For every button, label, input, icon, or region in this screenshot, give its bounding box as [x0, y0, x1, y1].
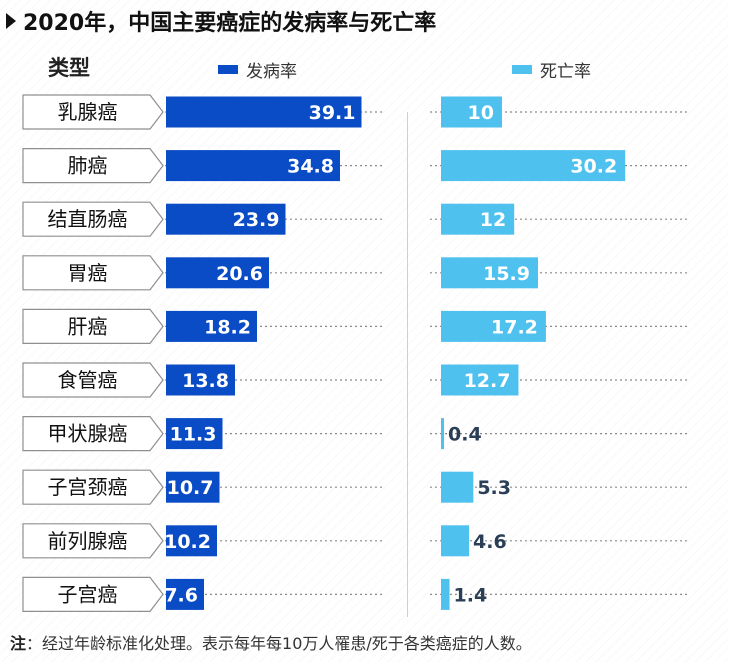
mortality-bar [441, 418, 444, 450]
mortality-bar [441, 525, 470, 557]
incidence-value-label: 13.8 [182, 370, 229, 392]
category-label: 前列腺癌 [48, 529, 128, 553]
category-tag [22, 576, 164, 612]
category-label: 甲状腺癌 [48, 422, 128, 446]
incidence-value-label: 39.1 [309, 102, 356, 124]
incidence-value-label: 10.2 [164, 531, 211, 553]
incidence-value-label: 23.9 [233, 209, 280, 231]
category-label: 乳腺癌 [58, 100, 118, 124]
mortality-bar [441, 150, 626, 182]
category-label: 子宫颈癌 [48, 475, 128, 499]
incidence-bar [166, 310, 257, 342]
legend-mortality: 死亡率 [512, 57, 591, 82]
footnote-text: ：经过年龄标准化处理。表示每年每10万人罹患/死于各类癌症的人数。 [26, 634, 532, 653]
mortality-value-label: 30.2 [570, 156, 617, 178]
category-tag [22, 362, 164, 398]
legend-incidence-swatch [218, 65, 238, 74]
legend-mortality-label: 死亡率 [540, 62, 591, 82]
category-tag [22, 469, 164, 505]
mortality-value-label: 5.3 [477, 477, 511, 499]
chart-title: 2020年，中国主要癌症的发病率与死亡率 [6, 6, 436, 36]
incidence-bar [166, 525, 217, 557]
incidence-value-label: 18.2 [204, 316, 251, 338]
incidence-bar [166, 418, 223, 450]
mortality-bar [441, 578, 450, 610]
category-tag [22, 255, 164, 291]
category-tag [22, 523, 164, 559]
category-header: 类型 [48, 56, 90, 80]
incidence-bar [166, 364, 235, 396]
category-label: 子宫癌 [58, 582, 118, 606]
incidence-bar [166, 471, 220, 503]
category-tag [22, 201, 164, 237]
chart-title-text: 2020年，中国主要癌症的发病率与死亡率 [23, 11, 437, 36]
mortality-bar [441, 96, 502, 128]
incidence-bar [166, 578, 204, 610]
incidence-bar [166, 257, 269, 289]
panel-divider [407, 112, 408, 617]
mortality-value-label: 12.7 [464, 370, 511, 392]
incidence-value-label: 11.3 [170, 424, 217, 446]
mortality-bar [441, 257, 538, 289]
legend-incidence-label: 发病率 [246, 62, 297, 82]
mortality-value-label: 0.4 [448, 424, 482, 446]
mortality-bar [441, 310, 546, 342]
category-label: 食管癌 [58, 368, 118, 392]
incidence-value-label: 20.6 [216, 263, 263, 285]
mortality-bar [441, 471, 474, 503]
legend-incidence: 发病率 [218, 57, 297, 82]
incidence-bar [166, 203, 286, 235]
category-tag [22, 416, 164, 452]
category-label: 肺癌 [68, 154, 108, 178]
legend-mortality-swatch [512, 65, 532, 74]
mortality-value-label: 4.6 [473, 531, 507, 553]
category-tag [22, 94, 164, 130]
mortality-bar [441, 203, 515, 235]
footnote-label: 注 [10, 634, 27, 653]
incidence-value-label: 7.6 [164, 584, 198, 606]
category-label: 肝癌 [68, 314, 108, 338]
footnote: 注：经过年龄标准化处理。表示每年每10万人罹患/死于各类癌症的人数。 [10, 630, 532, 654]
category-tag [22, 148, 164, 184]
mortality-value-label: 1.4 [454, 584, 488, 606]
mortality-value-label: 12 [480, 209, 506, 231]
incidence-value-label: 10.7 [167, 477, 214, 499]
incidence-bar [166, 96, 362, 128]
category-tag [22, 308, 164, 344]
incidence-value-label: 34.8 [287, 156, 334, 178]
category-label: 结直肠癌 [48, 207, 128, 231]
mortality-value-label: 17.2 [491, 316, 538, 338]
mortality-bar [441, 364, 519, 396]
mortality-value-label: 15.9 [483, 263, 530, 285]
title-arrow-icon [6, 13, 16, 29]
incidence-bar [166, 150, 340, 182]
mortality-value-label: 10 [468, 102, 494, 124]
category-label: 胃癌 [68, 261, 108, 285]
